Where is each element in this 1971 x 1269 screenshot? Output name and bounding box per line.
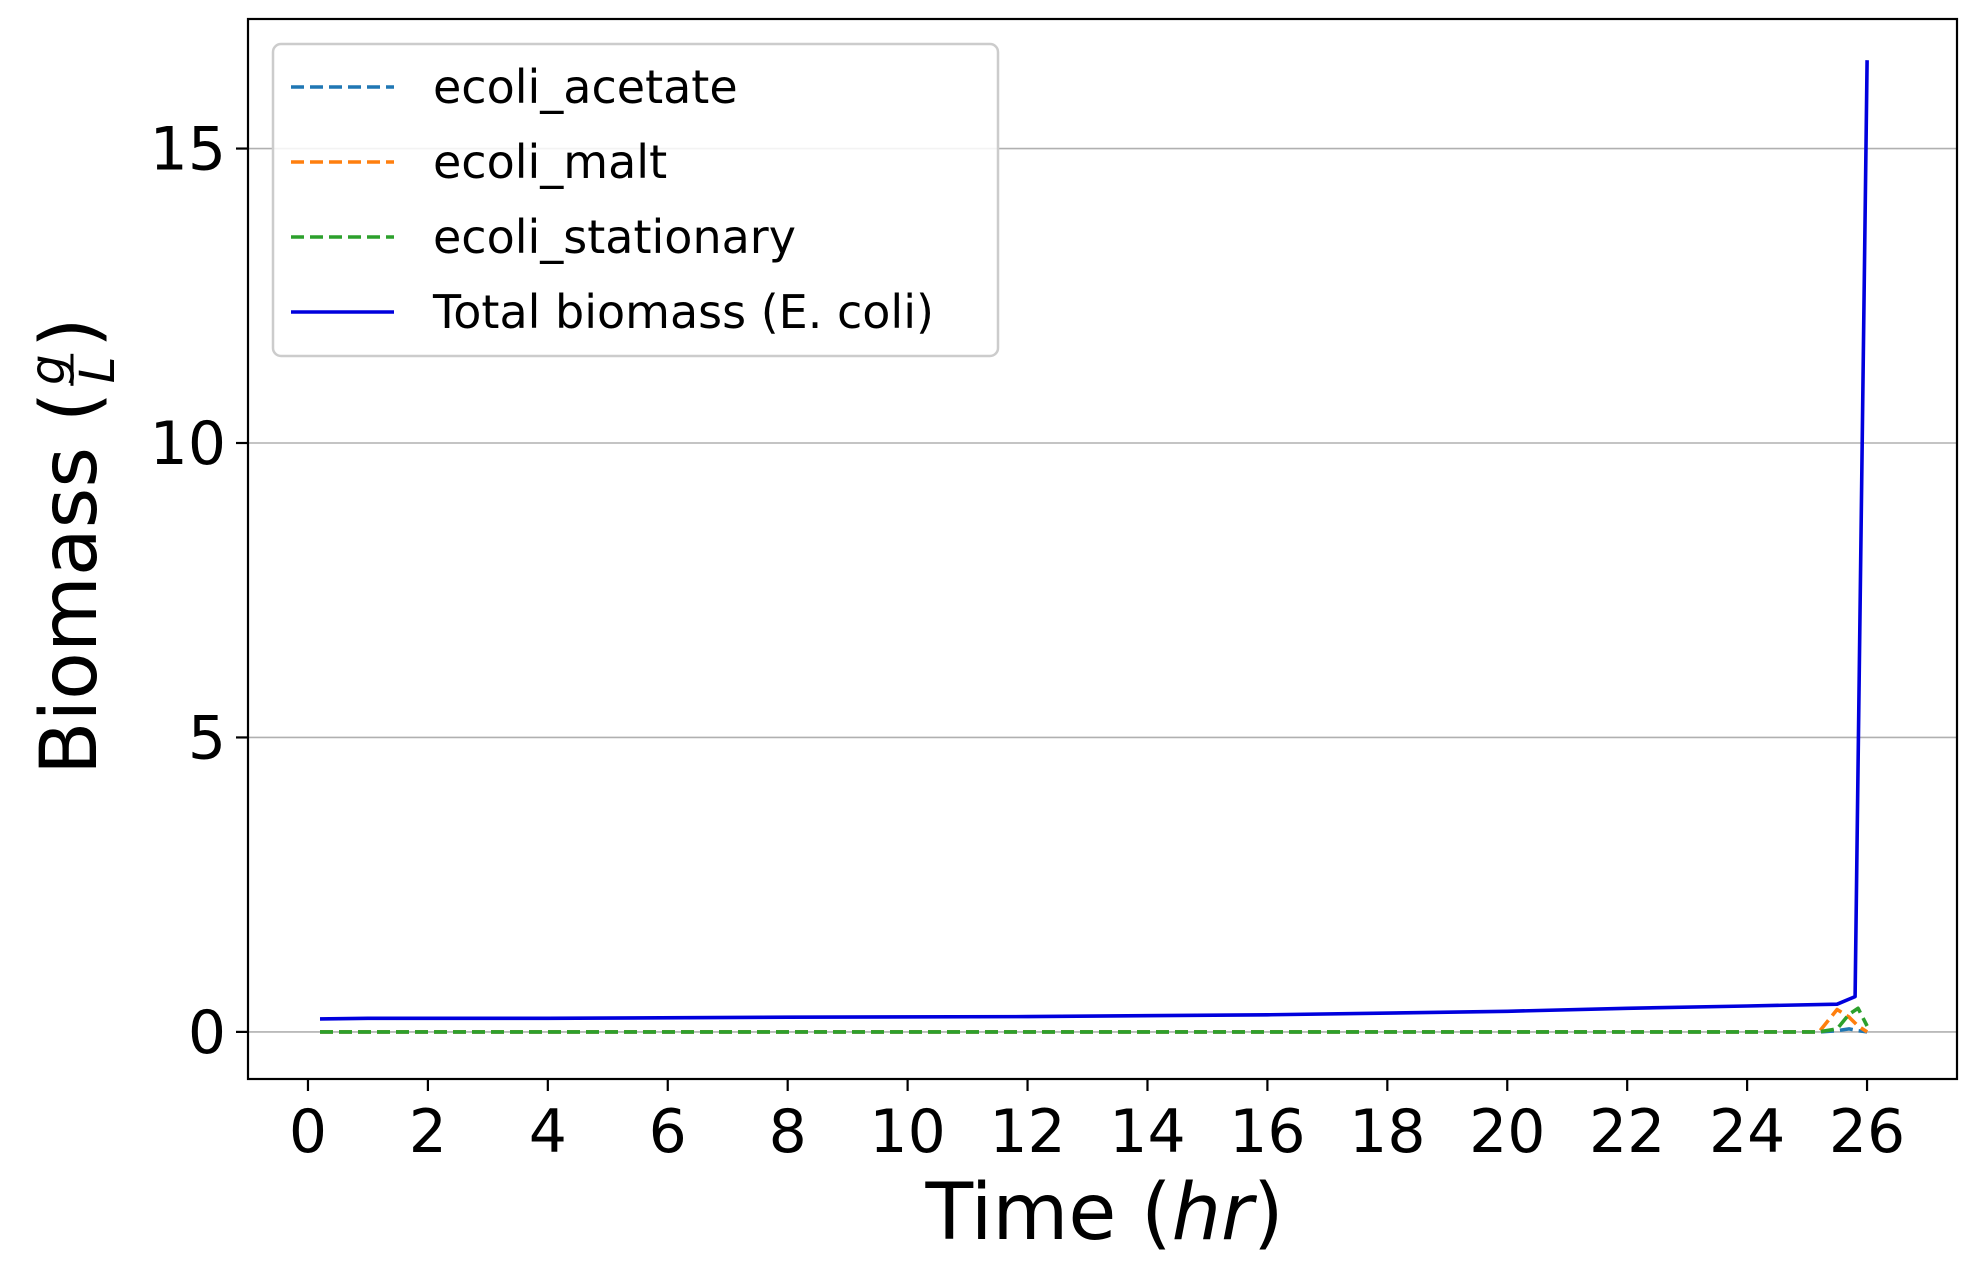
series-line-total-biomass-e-coli — [319, 60, 1869, 1021]
x-tick-label: 24 — [1709, 1097, 1785, 1167]
y-axis-title-close: ) — [25, 317, 115, 347]
legend: ecoli_acetate ecoli_malt ecoli_stationary T… — [271, 42, 1000, 358]
legend-frame — [271, 42, 1000, 358]
y-tick-label: 0 — [188, 998, 226, 1068]
x-tick-label: 0 — [289, 1097, 327, 1167]
y-tick-label: 15 — [150, 115, 226, 185]
y-axis-title-main: Biomass ( — [25, 392, 115, 775]
y-unit-numerator: g — [20, 355, 76, 385]
x-axis-title: Time (hr) — [924, 1168, 1283, 1258]
x-tick-label: 2 — [409, 1097, 447, 1167]
x-tick-label: 8 — [769, 1097, 807, 1167]
legend-label: ecoli_acetate — [433, 60, 738, 114]
x-tick-label: 16 — [1229, 1097, 1305, 1167]
y-tick-label: 10 — [150, 409, 226, 479]
legend-label: ecoli_stationary — [433, 210, 796, 264]
x-tick-label: 18 — [1349, 1097, 1425, 1167]
x-tick-label: 10 — [869, 1097, 945, 1167]
svg-text:Biomass (: Biomass ( — [25, 392, 115, 775]
plot-frame — [246, 17, 1959, 1081]
plot-series — [319, 60, 1869, 1034]
legend-label: ecoli_malt — [433, 135, 667, 189]
series-line-ecoli-stationary — [320, 1006, 1869, 1034]
y-tick-label: 5 — [188, 703, 226, 773]
x-tick-label: 20 — [1469, 1097, 1545, 1167]
x-tick-label: 14 — [1109, 1097, 1185, 1167]
legend-label: Total biomass (E. coli) — [432, 285, 934, 339]
x-tick-label: 4 — [529, 1097, 567, 1167]
x-tick-label: 26 — [1829, 1097, 1905, 1167]
x-tick-label: 22 — [1589, 1097, 1665, 1167]
series-line-ecoli-malt — [320, 1007, 1869, 1034]
x-tick-label: 12 — [989, 1097, 1065, 1167]
y-unit-denominator: L — [70, 356, 126, 383]
x-tick-label: 6 — [649, 1097, 687, 1167]
y-axis-title: Biomass ( g L ) — [20, 317, 126, 775]
